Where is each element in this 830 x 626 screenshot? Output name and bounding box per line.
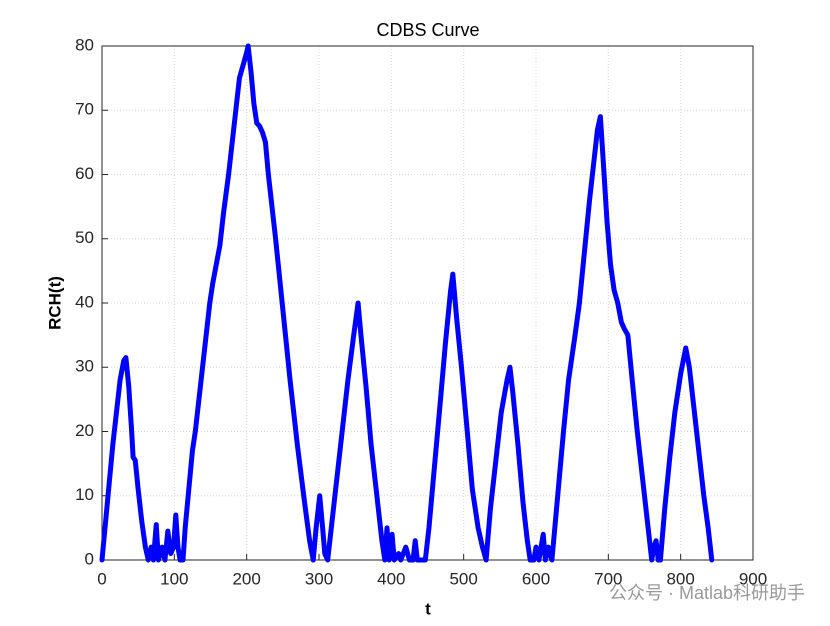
x-tick-label: 200: [232, 569, 260, 588]
y-tick-label: 0: [85, 549, 94, 568]
y-tick-label: 80: [75, 35, 94, 54]
x-tick-label: 900: [739, 569, 767, 588]
y-tick-label: 60: [75, 164, 94, 183]
y-tick-label: 10: [75, 485, 94, 504]
data-line: [99, 43, 715, 563]
y-tick-label: 20: [75, 421, 94, 440]
y-tick-label: 50: [75, 228, 94, 247]
x-tick-label: 500: [449, 569, 477, 588]
x-tick-label: 0: [97, 569, 106, 588]
chart-title: CDBS Curve: [376, 20, 479, 40]
x-tick-label: 600: [522, 569, 550, 588]
x-tick-label: 400: [377, 569, 405, 588]
x-tick-label: 300: [305, 569, 333, 588]
y-tick-label: 30: [75, 357, 94, 376]
x-tick-label: 800: [666, 569, 694, 588]
x-axis-label: t: [425, 599, 431, 618]
x-tick-label: 700: [594, 569, 622, 588]
y-tick-label: 70: [75, 100, 94, 119]
x-tick-label: 100: [160, 569, 188, 588]
y-axis-label: RCH(t): [45, 276, 64, 330]
y-tick-label: 40: [75, 292, 94, 311]
watermark: 公众号 · Matlab科研助手: [609, 583, 805, 603]
